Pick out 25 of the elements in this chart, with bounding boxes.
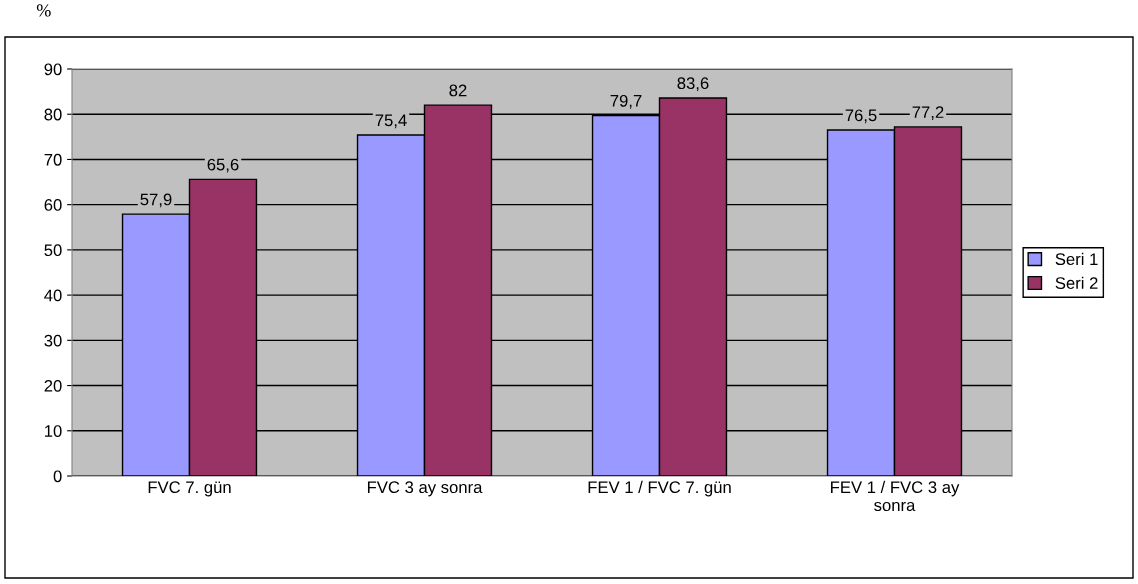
data-label: 76,5 [845,109,877,124]
legend-label: Seri 2 [1055,276,1098,289]
y-tick-label: 60 [44,199,62,211]
x-tick-label: FVC 7. gün [148,481,231,497]
x-tick-label: FEV 1 / FVC 7. gün [588,480,731,497]
data-label: 83,6 [677,77,709,92]
legend-label: Seri 1 [1055,252,1098,266]
y-tick-label: 10 [45,425,62,437]
data-label: 57,9 [140,193,172,208]
y-tick-label: 50 [44,244,62,257]
y-axis-title: % [36,4,51,17]
y-tick-label: 40 [44,289,62,302]
y-tick-label: 80 [44,108,62,121]
data-label: 65,6 [207,158,239,173]
y-tick-label: 0 [53,470,62,483]
x-tick-label: FVC 3 ay sonra [367,481,483,497]
data-label: 77,2 [912,106,944,120]
data-label: 79,7 [610,94,642,109]
data-label: 82 [449,84,467,97]
y-tick-label: 90 [44,63,62,76]
y-tick-label: 70 [44,153,62,166]
y-tick-label: 20 [44,379,62,392]
x-tick-label: FEV 1 / FVC 3 ay sonra [831,480,960,512]
y-tick-label: 30 [44,334,62,347]
data-label: 75,4 [375,114,407,129]
